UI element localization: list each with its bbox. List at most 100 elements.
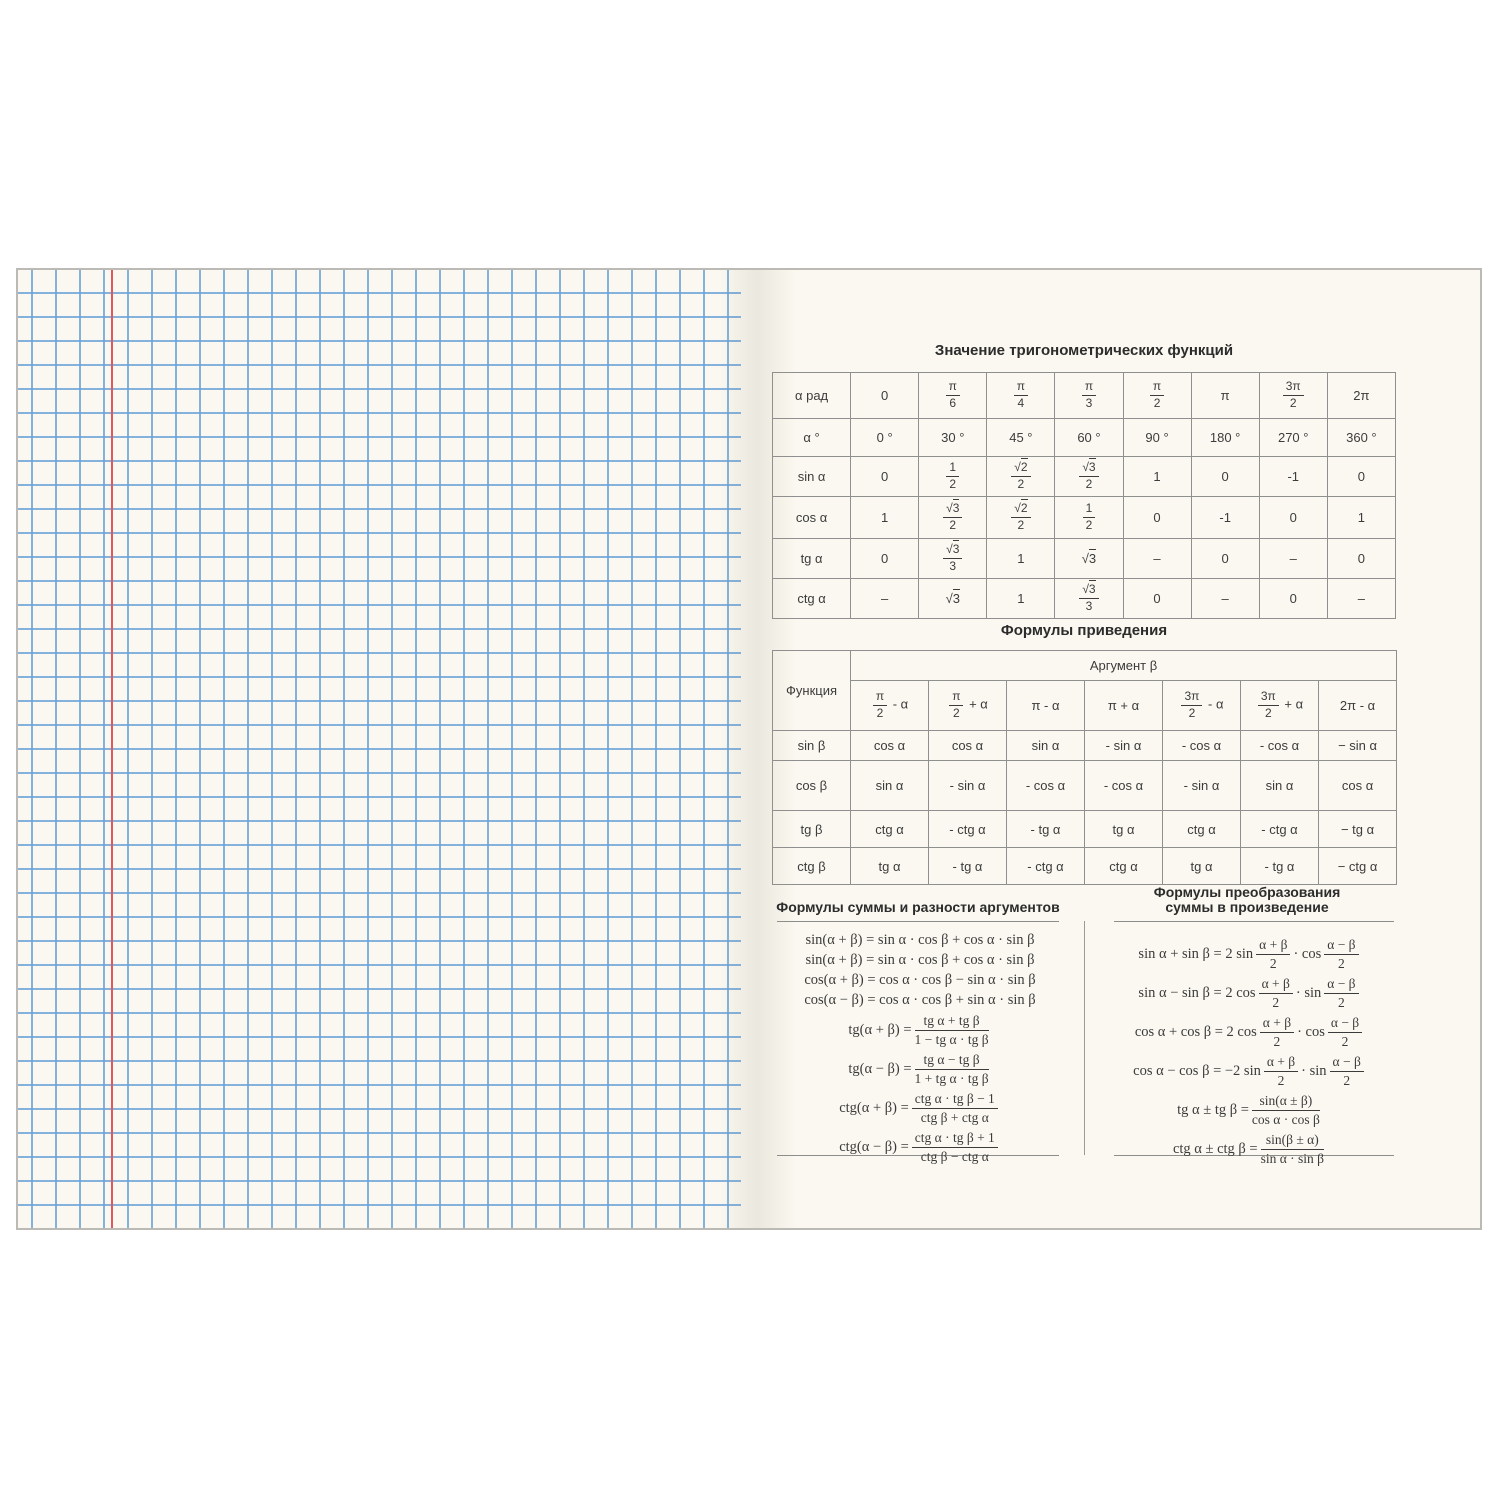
value-cell: -1 [1258, 456, 1328, 497]
value-cell: 0 [1122, 496, 1192, 539]
function-column-header: Функция [772, 650, 851, 731]
reduction-formulas-title: Формулы приведения [1000, 622, 1168, 639]
value-cell: tg α [1162, 847, 1241, 885]
value-cell: cos α [1317, 760, 1398, 811]
sqrt-expression: √3 [1081, 549, 1097, 566]
fraction: sin(α ± β) cos α · cos β [1251, 1093, 1320, 1127]
value-cell: - tg α [928, 847, 1007, 885]
value-cell: 0 [1258, 496, 1328, 539]
table-row: tg β ctg α- ctg α- tg α tg α ctg α- ctg α − … [772, 810, 1398, 848]
table-row: ctg β tg α- tg α- ctg α ctg α tg α- tg α − c… [772, 847, 1398, 885]
value-cell: 45 ° [986, 418, 1056, 457]
value-cell: – [1190, 578, 1260, 619]
value-cell: 270 ° [1258, 418, 1328, 457]
table-row: cos α 1 √3 2 √2 2 1 2 0 -1 0 1 [771, 496, 1397, 539]
value-cell: √3 [918, 578, 988, 619]
formula: ctg α ± ctg β = sin(β ± α) sin α · sin β [1172, 1132, 1325, 1166]
value-cell: - cos α [1006, 760, 1085, 811]
right-section-bottom-rule [1114, 1155, 1394, 1156]
value-cell: - sin α [1162, 760, 1241, 811]
squared-grid-page [18, 270, 741, 1228]
sum-to-product-section-title: Формулы преобразования суммы в произведе… [1098, 880, 1396, 920]
value-cell: – [1326, 578, 1397, 619]
formula: tg α ± tg β = sin(α ± β) cos α · cos β [1177, 1093, 1320, 1127]
table-row: sin β cos α cos α sin α- sin α- cos α- cos … [772, 730, 1398, 761]
sqrt-expression: √3 [1082, 580, 1096, 597]
value-cell: √2 2 [986, 456, 1056, 497]
value-cell: 1 [1326, 496, 1397, 539]
sum-difference-section-title: Формулы суммы и разности аргументов [763, 880, 1073, 920]
row-header-cell: tg β [772, 810, 851, 848]
value-cell: 2π [1326, 372, 1397, 419]
value-cell: √3 3 [918, 538, 988, 579]
value-cell: - ctg α [1240, 810, 1319, 848]
value-cell: – [1258, 538, 1328, 579]
value-cell: 1 [986, 538, 1056, 579]
row-header-cell: sin β [772, 730, 851, 761]
trig-values-title: Значение тригонометрических функций [934, 342, 1234, 359]
sqrt-expression: √2 [1014, 499, 1028, 516]
value-cell: - tg α [1240, 847, 1319, 885]
fraction: 3π 2 [1257, 689, 1279, 721]
sum-difference-formula-list: sin(α + β) = sin α · cos β + cos α · sin… [770, 930, 1070, 1167]
value-cell: – [850, 578, 920, 619]
value-cell: √3 2 [918, 496, 988, 539]
section-title-line1: Формулы преобразования [1153, 883, 1341, 900]
value-cell: - tg α [1006, 810, 1085, 848]
fraction: √3 3 [943, 540, 963, 574]
value-cell: - sin α [1084, 730, 1163, 761]
value-cell: cos α [928, 730, 1007, 761]
argument-beta-header: Аргумент β [849, 650, 1398, 681]
table-row: α ° 0 ° 30 ° 45 ° 60 ° 90 ° 180 ° 270 ° 360 ° [771, 418, 1397, 457]
row-header-cell: cos β [772, 760, 851, 811]
section-title-line2: суммы в произведение [1165, 899, 1329, 916]
row-header-cell: α рад [771, 372, 852, 419]
fraction: √3 3 [1079, 580, 1099, 614]
fraction: √3 2 [1079, 458, 1099, 492]
sqrt-expression: √2 [1014, 458, 1028, 475]
left-section-top-rule [777, 921, 1059, 922]
value-cell: 180 ° [1190, 418, 1260, 457]
value-cell: 3π 2 [1258, 372, 1328, 419]
value-cell: 0 [850, 372, 920, 419]
notebook-spread: Значение тригонометрических функций α ра… [16, 268, 1482, 1230]
value-cell: 0 [1190, 538, 1260, 579]
value-cell: ctg α [850, 810, 929, 848]
sqrt-expression: √3 [946, 540, 960, 557]
fraction: ctg α · tg β − 1 ctg β + ctg α [911, 1091, 998, 1125]
formula: ctg(α + β) = ctg α · tg β − 1 ctg β + ctg… [770, 1089, 1070, 1127]
sqrt-expression: √3 [1082, 458, 1096, 475]
value-cell: - sin α [928, 760, 1007, 811]
row-header-cell: ctg α [771, 578, 852, 619]
table-row: tg α 0 √3 3 1 √3–0–0 [771, 538, 1397, 579]
value-cell: 0 [1258, 578, 1328, 619]
table-row: ctg α – √3 1 √3 3 0–0– [771, 578, 1397, 619]
argument-header-cell: π + α [1084, 680, 1163, 731]
value-cell: - cos α [1084, 760, 1163, 811]
value-cell: 0 [850, 538, 920, 579]
